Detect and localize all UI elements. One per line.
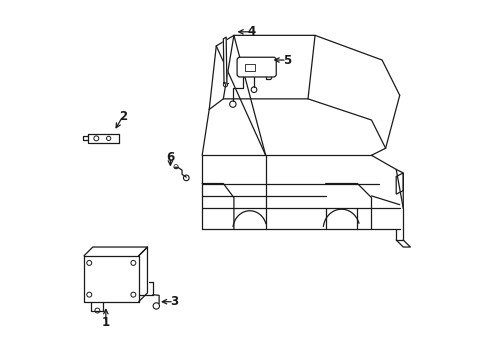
- Text: 1: 1: [102, 316, 110, 329]
- FancyBboxPatch shape: [237, 57, 276, 77]
- Text: 2: 2: [119, 110, 126, 123]
- Text: 3: 3: [169, 295, 178, 308]
- Text: 4: 4: [247, 25, 255, 38]
- Polygon shape: [223, 37, 226, 83]
- Text: 5: 5: [282, 54, 290, 67]
- Text: 6: 6: [166, 150, 174, 163]
